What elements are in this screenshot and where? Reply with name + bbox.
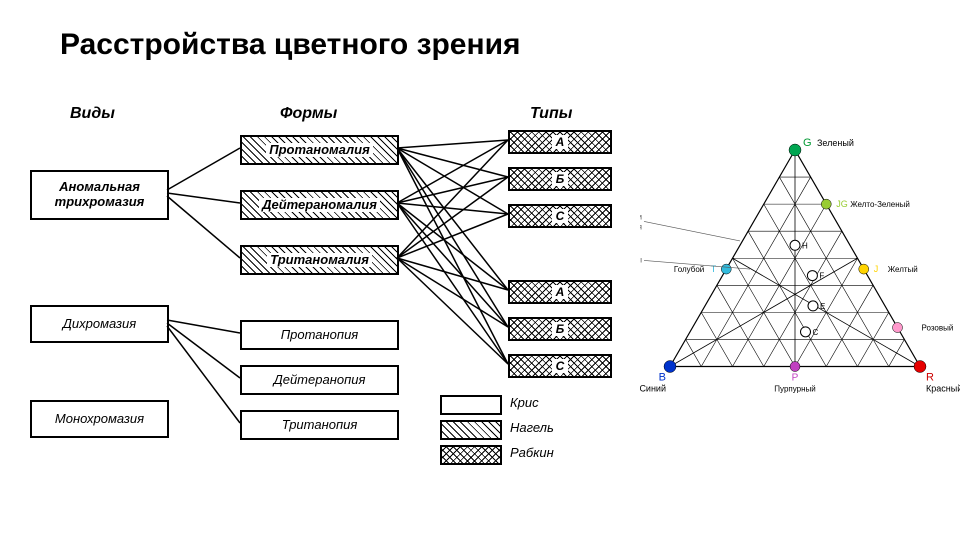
svg-text:Голубой: Голубой: [674, 265, 704, 274]
page-title: Расстройства цветного зрения: [60, 28, 521, 62]
svg-text:P: P: [792, 373, 799, 384]
header-forms: Формы: [280, 105, 337, 123]
form-protanopia: Протанопия: [240, 320, 399, 350]
svg-text:JG: JG: [836, 199, 848, 209]
type-a2: А: [508, 280, 612, 304]
header-types: Типы: [530, 105, 572, 123]
svg-text:H: H: [802, 241, 808, 250]
form-deuteranomaly: Дейтераномалия: [240, 190, 399, 220]
kind-monochromacy: Монохромазия: [30, 400, 169, 438]
svg-text:Желтый: Желтый: [888, 265, 918, 274]
legend-swatch-nagel: [440, 420, 502, 440]
header-kinds: Виды: [70, 105, 115, 123]
svg-text:Синий: Синий: [640, 384, 666, 394]
svg-text:F: F: [819, 272, 824, 281]
type-a1: А: [508, 130, 612, 154]
form-tritanopia: Тританопия: [240, 410, 399, 440]
svg-text:C: C: [813, 328, 819, 337]
color-triangle: G Зеленый BСиний RКрасный JGЖелто-Зеленый J Же…: [640, 130, 960, 450]
legend-nagel: Нагель: [510, 420, 554, 435]
svg-text:Красный: Красный: [926, 384, 960, 394]
svg-text:B: B: [659, 372, 666, 384]
svg-text:примеры: примеры: [640, 256, 642, 265]
form-protanomaly: Протаномалия: [240, 135, 399, 165]
type-b1: Б: [508, 167, 612, 191]
svg-text:линии: линии: [640, 212, 642, 221]
legend-swatch-rabkin: [440, 445, 502, 465]
form-tritanomaly: Тританомалия: [240, 245, 399, 275]
svg-text:E: E: [820, 302, 825, 311]
svg-text:смешения: смешения: [640, 222, 642, 231]
svg-text:Желто-Зеленый: Желто-Зеленый: [850, 200, 910, 209]
legend-swatch-kris: [440, 395, 502, 415]
svg-text:R: R: [926, 372, 934, 384]
svg-text:Зеленый: Зеленый: [817, 138, 854, 148]
kind-anomalous-trichromacy: Аномальная трихромазия: [30, 170, 169, 220]
legend-rabkin: Рабкин: [510, 445, 554, 460]
type-c1: С: [508, 204, 612, 228]
svg-text:Розовый: Розовый: [922, 324, 954, 333]
form-deuteranopia: Дейтеранопия: [240, 365, 399, 395]
svg-text:Пурпурный: Пурпурный: [774, 385, 815, 394]
svg-text:J: J: [874, 264, 879, 274]
type-c2: С: [508, 354, 612, 378]
svg-text:T: T: [711, 264, 717, 274]
kind-dichromacy: Дихромазия: [30, 305, 169, 343]
legend-kris: Крис: [510, 395, 539, 410]
type-b2: Б: [508, 317, 612, 341]
svg-text:G: G: [803, 137, 812, 149]
